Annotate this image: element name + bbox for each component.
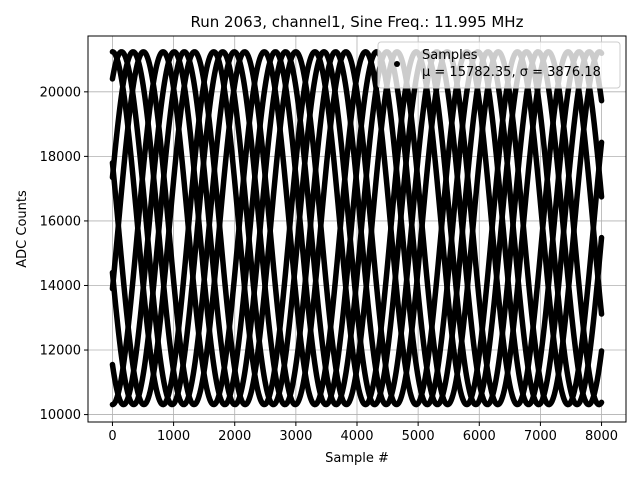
data-points (109, 49, 605, 408)
y-tick-label: 20000 (40, 85, 81, 100)
x-axis-ticks: 0 1000 2000 3000 4000 5000 6000 7000 8000 (108, 422, 618, 444)
x-tick-label: 4000 (340, 429, 373, 444)
sample-points-phase-8 (109, 49, 605, 408)
legend-marker-samples (394, 61, 400, 67)
y-tick-label: 14000 (40, 279, 81, 294)
x-tick-label: 5000 (402, 429, 435, 444)
x-tick-label: 8000 (585, 429, 618, 444)
sample-points-phase-3 (109, 49, 605, 408)
chart-title: Run 2063, channel1, Sine Freq.: 11.995 M… (191, 13, 524, 31)
x-axis-label: Sample # (325, 451, 389, 466)
y-tick-label: 16000 (40, 214, 81, 229)
legend-label-samples: Samples (422, 48, 478, 63)
x-tick-label: 6000 (463, 429, 496, 444)
y-tick-label: 18000 (40, 150, 81, 165)
y-axis-label: ADC Counts (15, 190, 30, 268)
x-tick-label: 2000 (218, 429, 251, 444)
x-tick-label: 3000 (279, 429, 312, 444)
legend: Samples μ = 15782.35, σ = 3876.18 (377, 41, 621, 89)
x-tick-label: 0 (108, 429, 116, 444)
y-tick-label: 12000 (40, 344, 81, 359)
x-tick-label: 1000 (157, 429, 190, 444)
y-axis-ticks: 10000 12000 14000 16000 18000 20000 (40, 85, 88, 423)
sample-points-phase-5 (109, 49, 605, 408)
legend-box (377, 41, 621, 89)
y-tick-label: 10000 (40, 408, 81, 423)
sample-points-phase-7 (109, 49, 605, 408)
legend-stats: μ = 15782.35, σ = 3876.18 (422, 65, 601, 80)
x-tick-label: 7000 (524, 429, 557, 444)
